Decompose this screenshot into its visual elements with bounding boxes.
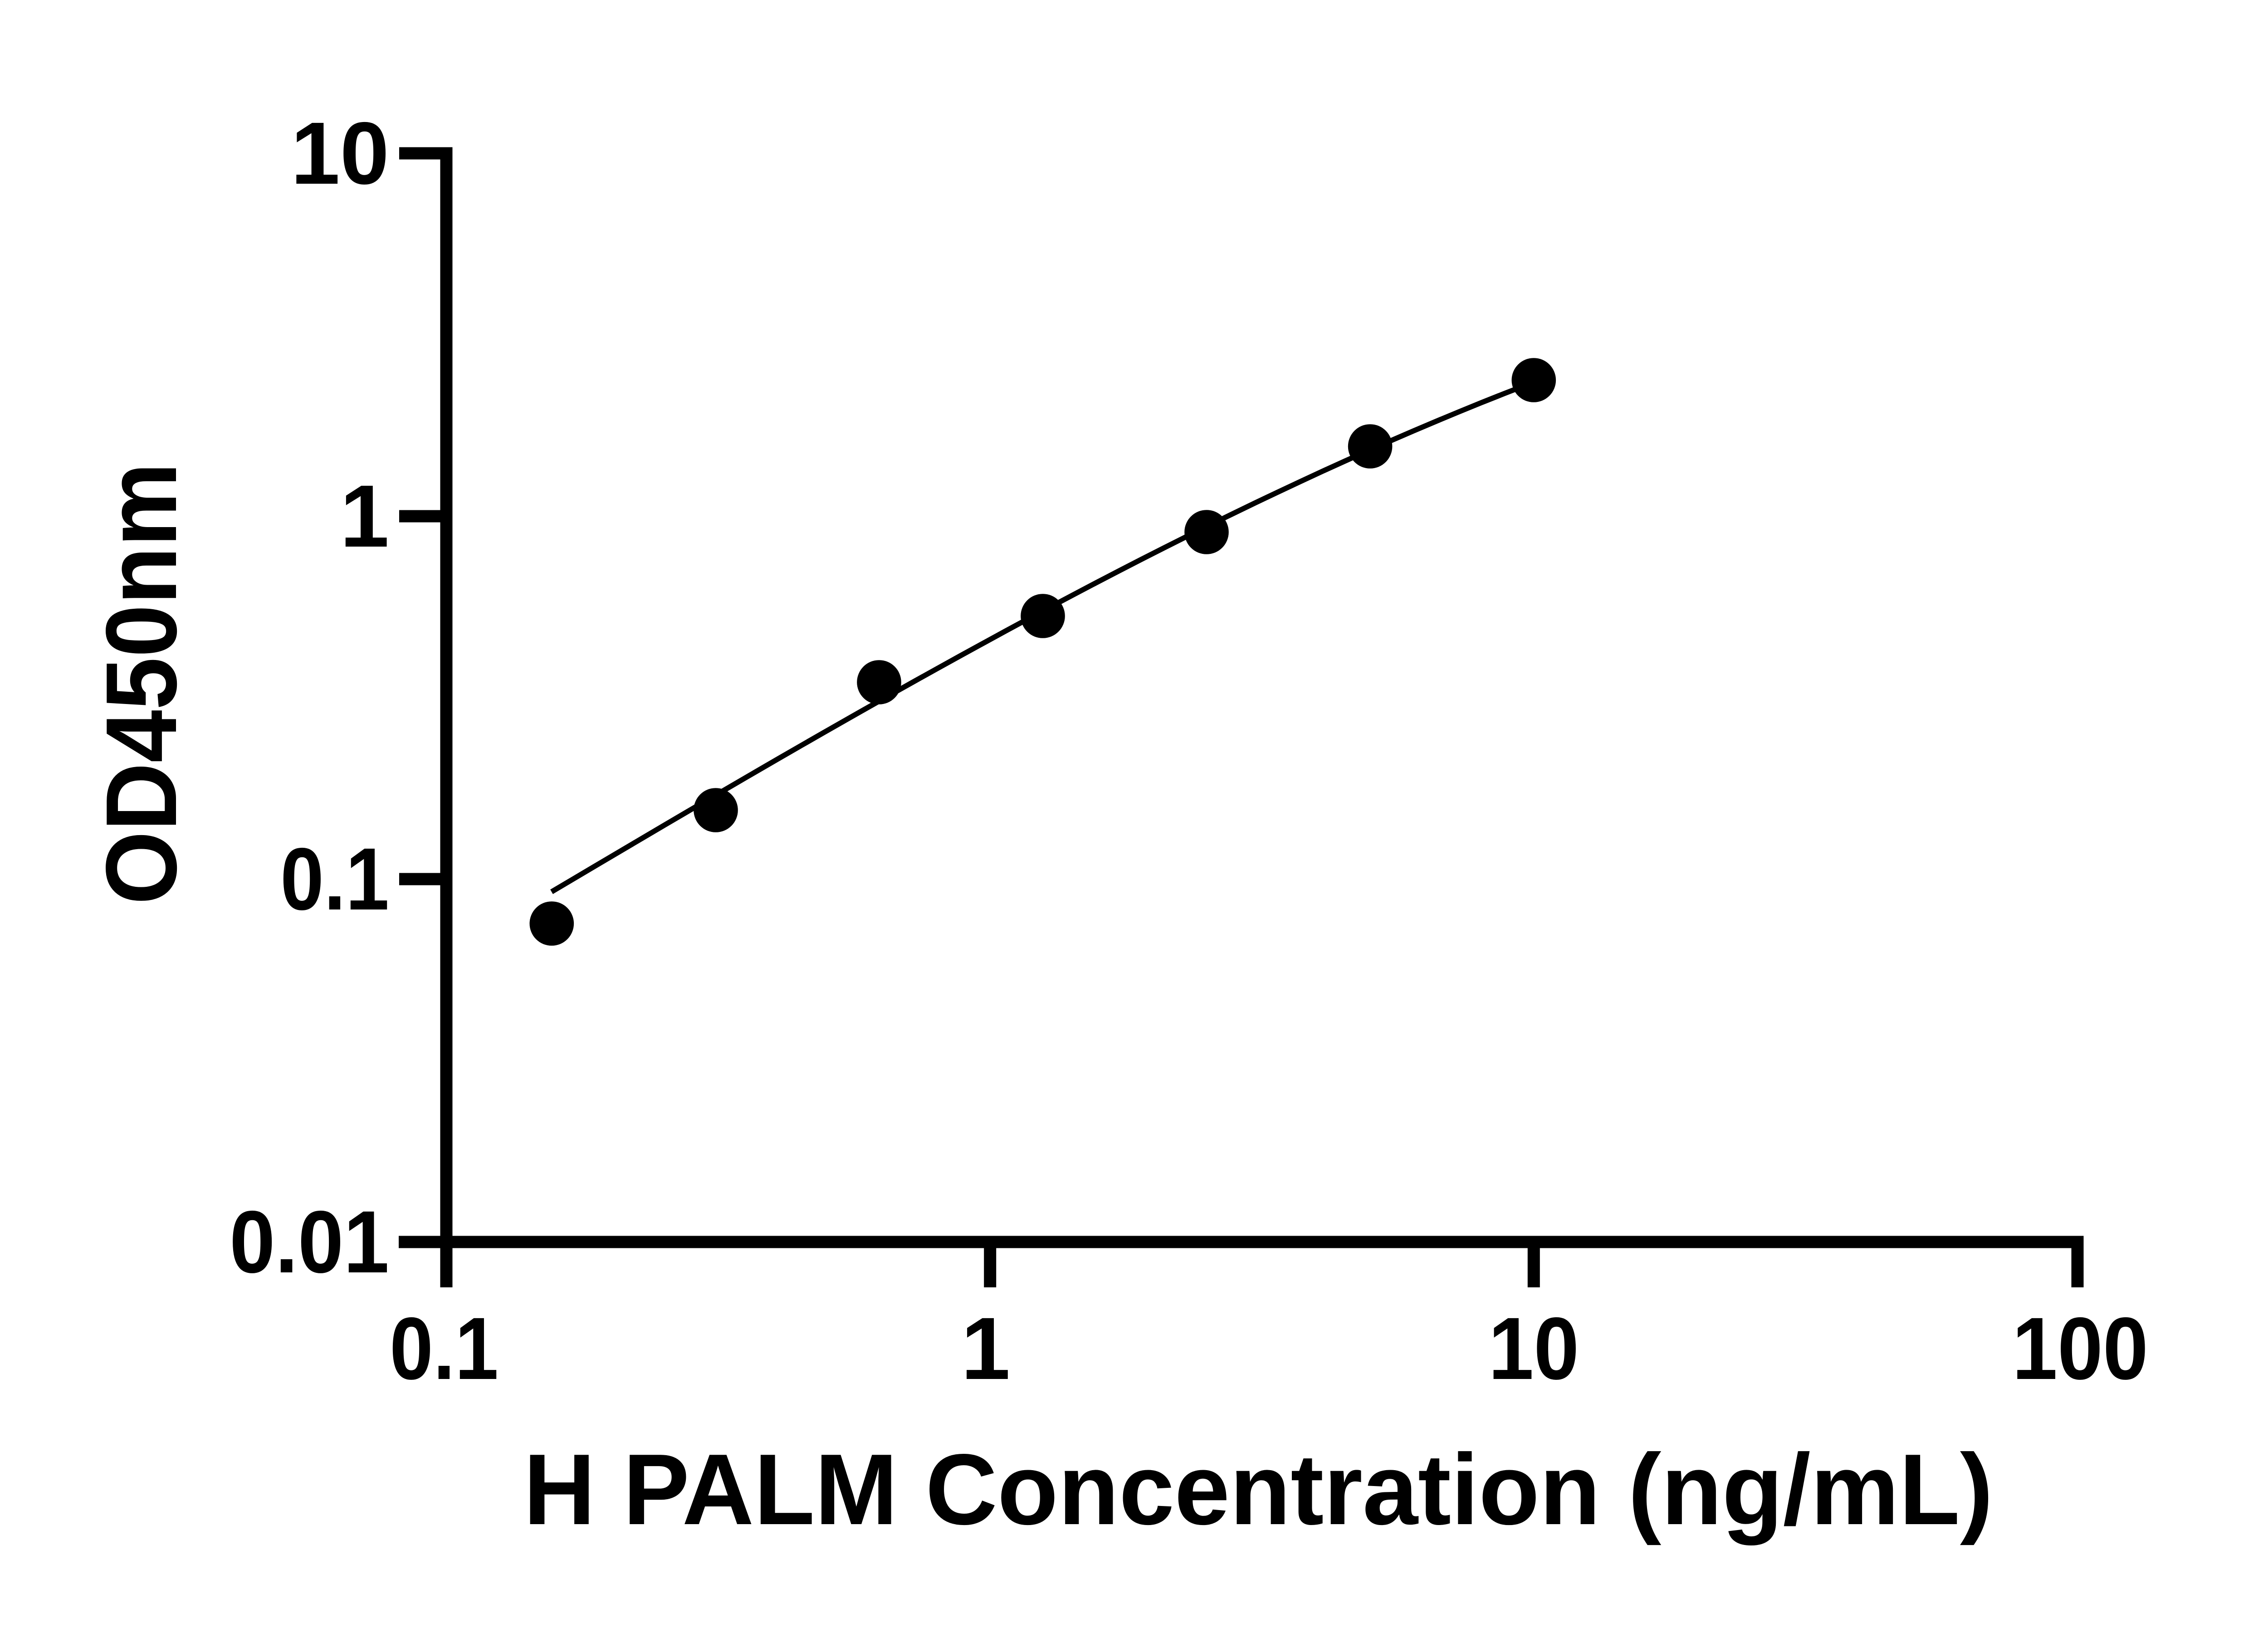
svg-text:0.1: 0.1 <box>280 830 389 929</box>
svg-text:OD450nm: OD450nm <box>85 463 198 905</box>
svg-text:1: 1 <box>340 467 389 566</box>
svg-text:H PALM Concentration (ng/mL): H PALM Concentration (ng/mL) <box>523 1433 1993 1546</box>
svg-text:100: 100 <box>2012 1299 2148 1398</box>
svg-text:10: 10 <box>1488 1299 1579 1398</box>
svg-text:0.01: 0.01 <box>230 1193 389 1291</box>
svg-text:1: 1 <box>961 1299 1010 1398</box>
svg-text:0.1: 0.1 <box>390 1299 499 1398</box>
svg-text:10: 10 <box>291 104 389 203</box>
